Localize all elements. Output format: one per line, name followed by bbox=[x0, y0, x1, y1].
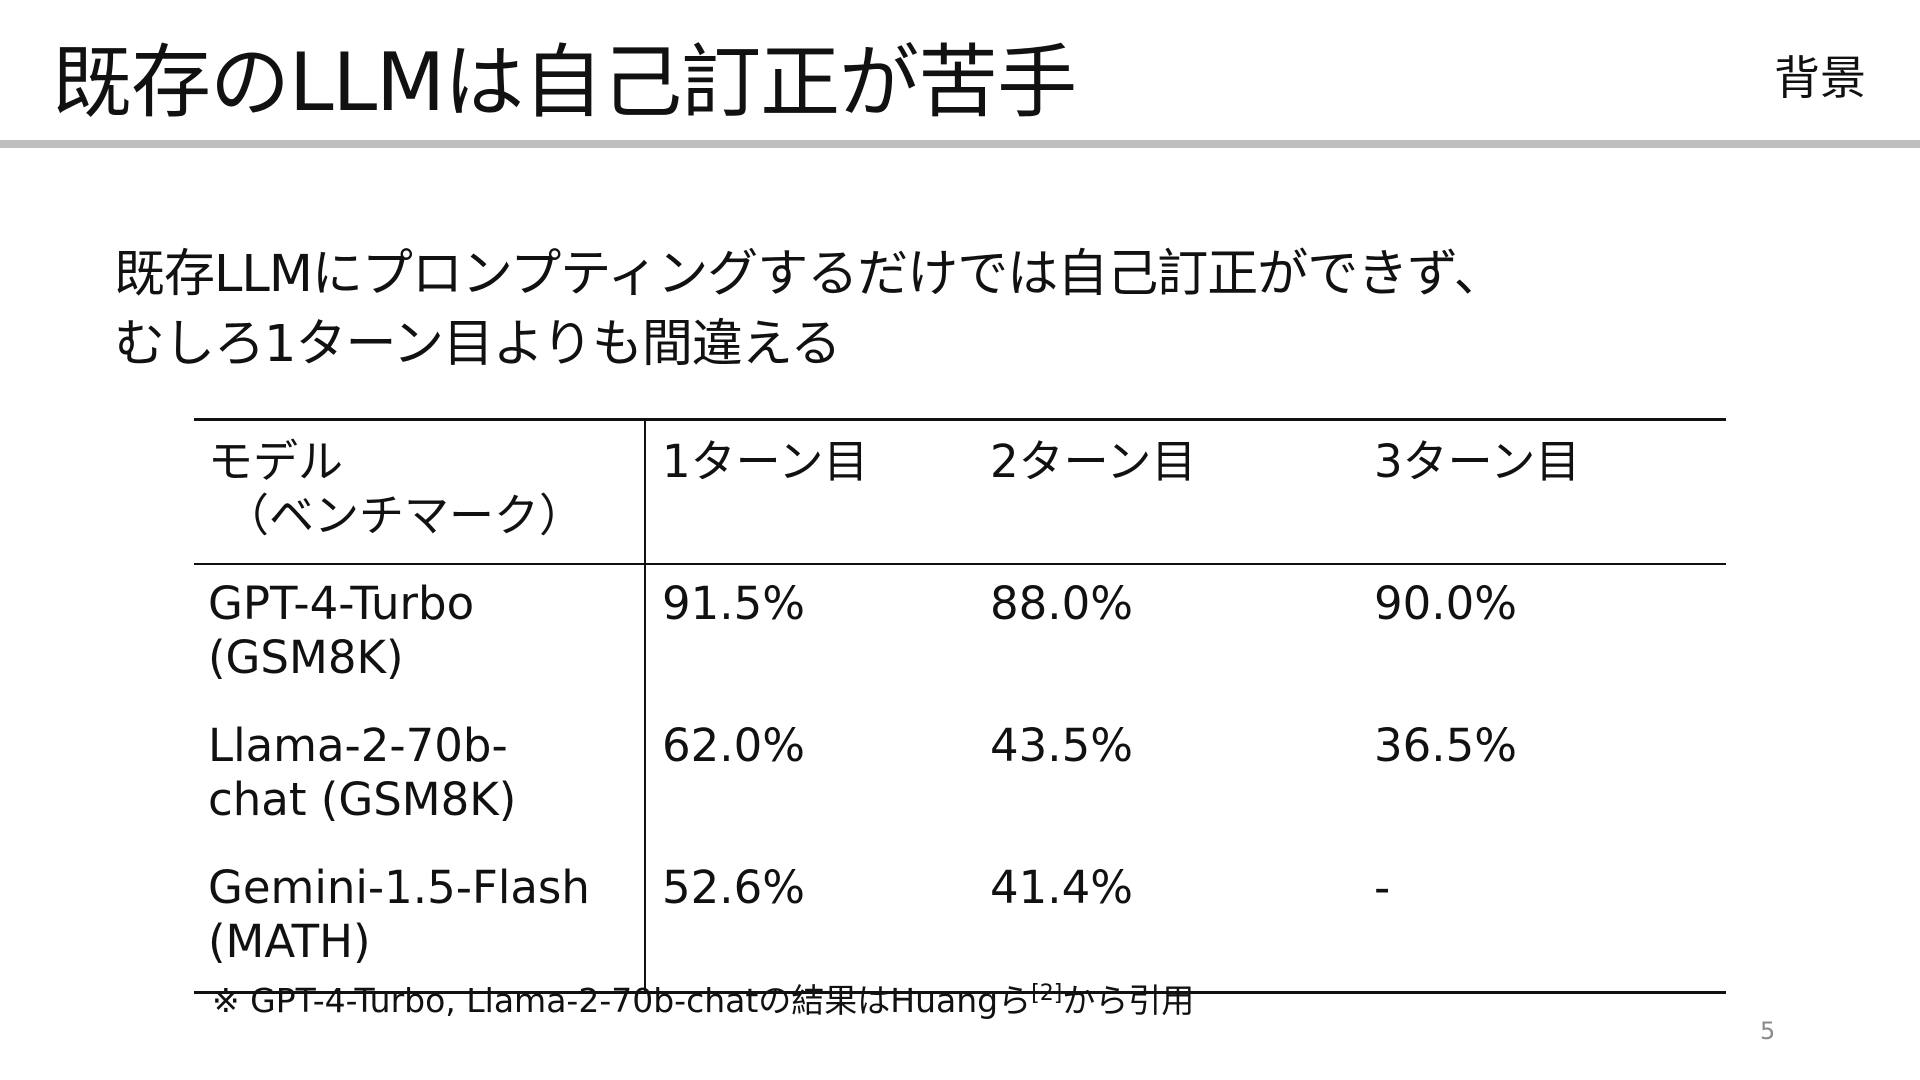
header-benchmark-label: （ベンチマーク） bbox=[224, 489, 585, 542]
cell-turn1: 91.5% bbox=[662, 577, 805, 630]
footnote: ※ GPT-4-Turbo, Llama-2-70b-chatの結果はHuang… bbox=[212, 978, 1194, 1024]
cell-turn1: 62.0% bbox=[662, 719, 805, 772]
model-name: Llama-2-70b- bbox=[208, 719, 508, 772]
footnote-text: ※ GPT-4-Turbo, Llama-2-70b-chatの結果はHuang… bbox=[212, 981, 1032, 1020]
table-row: GPT-4-Turbo (GSM8K) 91.5% 88.0% 90.0% bbox=[194, 564, 1726, 707]
model-benchmark: (MATH) bbox=[208, 915, 371, 968]
model-name: Gemini-1.5-Flash bbox=[208, 861, 590, 914]
header-model-label: モデル bbox=[208, 435, 344, 488]
cell-turn2: 41.4% bbox=[990, 861, 1133, 914]
table-row: Gemini-1.5-Flash (MATH) 52.6% 41.4% - bbox=[194, 849, 1726, 993]
table-row: Llama-2-70b- chat (GSM8K) 62.0% 43.5% 36… bbox=[194, 707, 1726, 849]
title-rule bbox=[0, 140, 1920, 148]
model-benchmark: (GSM8K) bbox=[208, 631, 404, 684]
cell-turn3: 36.5% bbox=[1374, 719, 1517, 772]
cell-turn1: 52.6% bbox=[662, 861, 805, 914]
header-turn1: 1ターン目 bbox=[662, 435, 869, 488]
footnote-reference: [2] bbox=[1031, 981, 1063, 1006]
cell-model: Gemini-1.5-Flash (MATH) bbox=[194, 849, 646, 993]
header-turn2: 2ターン目 bbox=[990, 435, 1197, 488]
section-tag: 背景 bbox=[1774, 51, 1866, 105]
cell-model: Llama-2-70b- chat (GSM8K) bbox=[194, 707, 646, 849]
model-benchmark: chat (GSM8K) bbox=[208, 773, 517, 826]
slide-title: 既存のLLMは自己訂正が苦手 bbox=[52, 36, 1077, 129]
footnote-text-end: から引用 bbox=[1062, 981, 1195, 1020]
cell-turn2: 88.0% bbox=[990, 577, 1133, 630]
lead-line: むしろ1ターン目よりも間違える bbox=[114, 315, 841, 374]
page-number: 5 bbox=[1760, 1017, 1776, 1045]
cell-turn3: - bbox=[1374, 861, 1391, 914]
header-turn3: 3ターン目 bbox=[1374, 435, 1581, 488]
lead-text: 既存LLMにプロンプティングするだけでは自己訂正ができず、 むしろ1ターン目より… bbox=[114, 240, 1505, 380]
cell-model: GPT-4-Turbo (GSM8K) bbox=[194, 564, 646, 707]
table-header-row: モデル （ベンチマーク） 1ターン目 2ターン目 3ターン目 bbox=[194, 419, 1726, 564]
lead-line: 既存LLMにプロンプティングするだけでは自己訂正ができず、 bbox=[114, 245, 1505, 304]
header-model: モデル （ベンチマーク） bbox=[194, 419, 646, 564]
cell-turn3: 90.0% bbox=[1374, 577, 1517, 630]
cell-turn2: 43.5% bbox=[990, 719, 1133, 772]
model-name: GPT-4-Turbo bbox=[208, 577, 475, 630]
results-table: モデル （ベンチマーク） 1ターン目 2ターン目 3ターン目 GPT-4-Tur… bbox=[194, 418, 1726, 994]
